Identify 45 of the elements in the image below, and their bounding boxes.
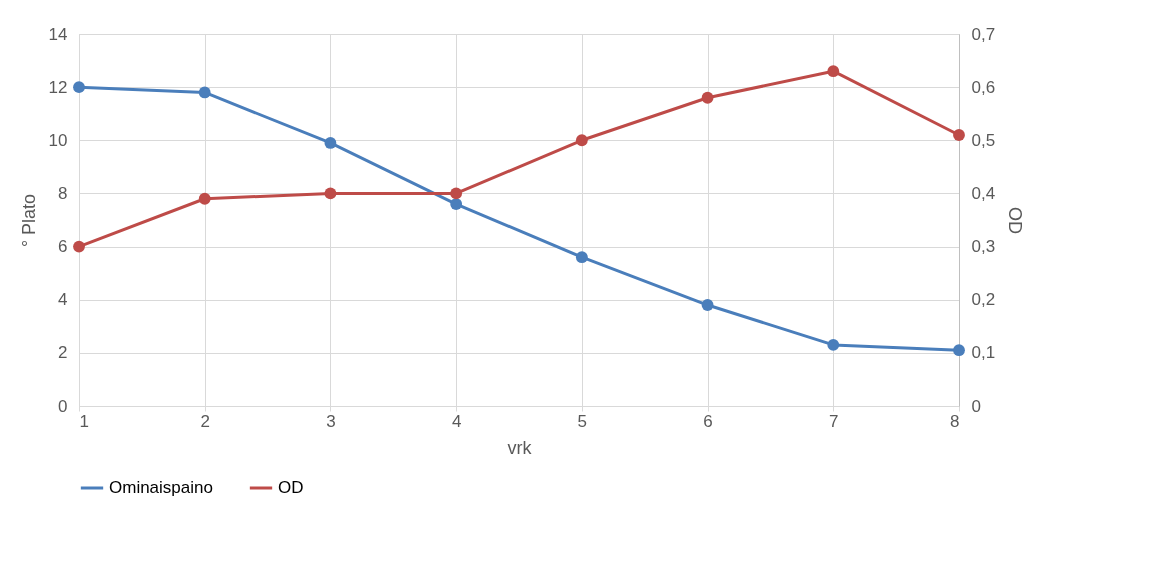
y2-tick-label: 0,4	[971, 183, 996, 203]
point	[701, 91, 714, 104]
point	[575, 251, 588, 264]
y-tick-label: 8	[58, 183, 68, 203]
x-tick-label: 4	[451, 411, 462, 431]
point	[450, 198, 463, 210]
point	[324, 137, 337, 149]
x-tick-label: 5	[577, 411, 588, 431]
y-tick-label: 10	[48, 130, 68, 150]
point	[701, 299, 714, 311]
y2-tick-label: 0,7	[971, 24, 996, 44]
x-axis-title: vrk	[507, 437, 533, 458]
point	[953, 344, 965, 357]
y-tick-label: 12	[48, 77, 68, 97]
y-tick-label: 6	[58, 237, 68, 257]
y2-tick-label: 0,6	[971, 77, 996, 97]
point	[575, 134, 588, 147]
y-tick-label: 4	[58, 290, 68, 310]
y-axis-title: ° Plato	[18, 193, 39, 248]
point	[827, 338, 840, 351]
point	[73, 240, 85, 253]
point	[324, 187, 337, 200]
legend-label: OD	[278, 478, 304, 497]
x-tick-label: 2	[200, 411, 210, 431]
y-tick-label: 14	[48, 24, 68, 44]
x-tick-label: 6	[703, 411, 713, 431]
point	[198, 192, 211, 205]
x-tick-label: 1	[79, 411, 89, 431]
point	[450, 187, 463, 200]
legend-label: Ominaispaino	[109, 478, 213, 497]
y2-tick-label: 0,1	[971, 343, 996, 363]
point	[953, 129, 965, 141]
point	[198, 86, 211, 99]
y2-tick-label: 0,5	[971, 130, 996, 150]
point	[827, 65, 840, 78]
x-tick-label: 7	[829, 411, 839, 431]
point	[73, 81, 85, 94]
y2-axis-title: OD	[1005, 207, 1026, 234]
y2-tick-label: 0	[971, 396, 981, 416]
y-tick-label: 0	[58, 396, 68, 416]
y-tick-label: 2	[58, 343, 68, 363]
x-tick-label: 3	[326, 411, 336, 431]
y2-tick-label: 0,3	[971, 237, 996, 257]
x-tick-label: 8	[950, 411, 960, 431]
y2-tick-label: 0,2	[971, 290, 996, 310]
